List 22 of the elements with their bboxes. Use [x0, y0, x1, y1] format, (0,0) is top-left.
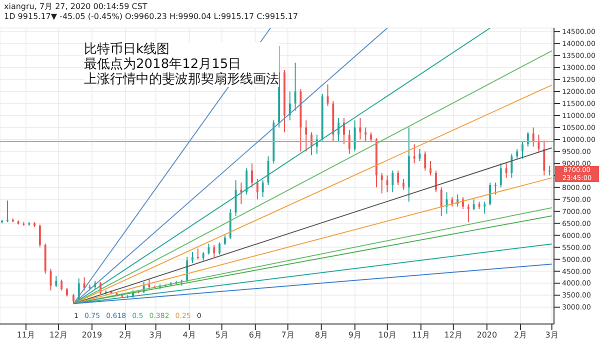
x-tick-label: 3月: [545, 330, 558, 340]
x-tick-label: 11月: [412, 330, 430, 340]
x-tick-label: 11月: [16, 330, 36, 340]
x-tick-label: 2月: [514, 330, 528, 340]
x-tick-label: 10月: [378, 330, 396, 340]
x-tick-label: 12月: [444, 330, 462, 340]
text: 最低点为2018年12月15日: [84, 57, 242, 72]
x-tick-label: 8月: [314, 330, 328, 340]
x-tick-label: 5月: [215, 330, 228, 340]
x-tick-label: 2019: [82, 330, 102, 340]
annotation: 上涨行情中的斐波那契扇形线画法: [84, 72, 279, 87]
text: 1D 9915.17▼ -45.05 (-0.45%) O:9960.23 H:9990.04 L:9915.17 C:9915.17: [4, 12, 298, 21]
x-tick-label: 2月: [118, 330, 132, 340]
x-tick-label: 2020: [476, 330, 498, 340]
x-tick-label: 12月: [49, 330, 68, 340]
text: 比特币日k线图: [84, 42, 171, 57]
x-tick-label: 3月: [149, 330, 162, 340]
x-tick-label: 6月: [248, 330, 262, 340]
text: xiangru, 7月 27, 2020 00:14:59 CST: [4, 1, 148, 12]
x-tick-label: 7月: [281, 330, 294, 340]
x-tick-label: 4月: [182, 330, 196, 340]
x-tick-label: 9月: [348, 330, 362, 340]
